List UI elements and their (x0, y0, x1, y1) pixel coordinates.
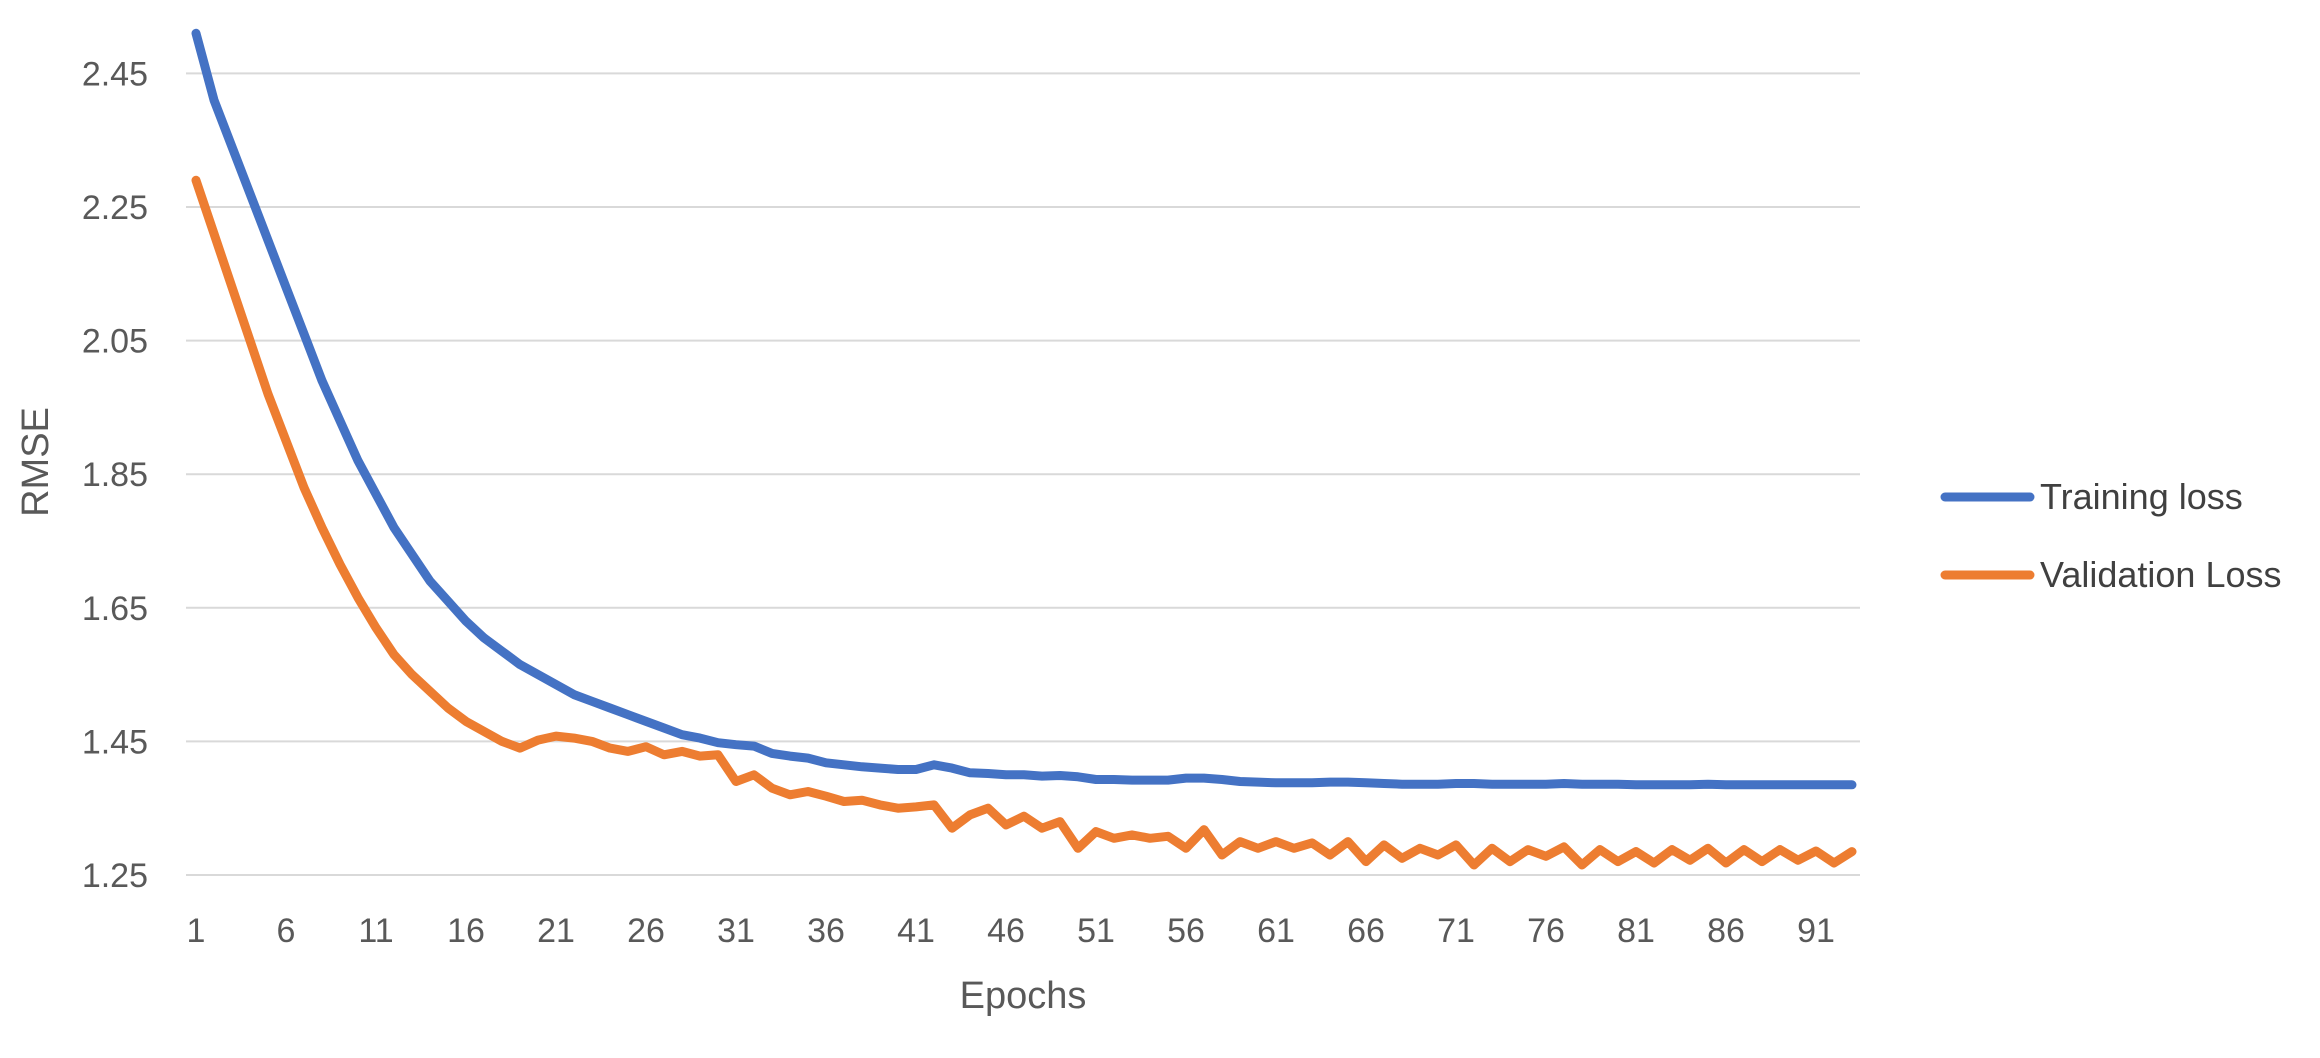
series-lines (191, 28, 1857, 870)
y-axis-title: RMSE (15, 407, 57, 517)
x-axis-tick-labels: 1 6 11 16 21 26 31 36 41 46 51 56 61 66 71 76 81 86 91 (187, 912, 1835, 950)
x-tick-label: 1 (187, 912, 206, 950)
x-axis-title: Epochs (960, 975, 1087, 1017)
x-tick-label: 26 (627, 912, 665, 950)
series-line-validation-loss (191, 175, 1857, 870)
y-tick-label: 2.05 (82, 323, 148, 361)
y-tick-label: 1.85 (82, 456, 148, 494)
x-tick-label: 76 (1527, 912, 1565, 950)
y-tick-label: 1.65 (82, 590, 148, 628)
gridlines (186, 72, 1860, 876)
x-tick-label: 51 (1077, 912, 1115, 950)
x-tick-label: 81 (1617, 912, 1655, 950)
x-tick-label: 36 (807, 912, 845, 950)
legend-label: Training loss (2040, 476, 2243, 517)
x-tick-label: 91 (1797, 912, 1835, 950)
x-tick-label: 66 (1347, 912, 1385, 950)
x-tick-label: 56 (1167, 912, 1205, 950)
x-tick-label: 31 (717, 912, 755, 950)
y-tick-label: 2.25 (82, 189, 148, 227)
x-tick-label: 41 (897, 912, 935, 950)
y-tick-label: 2.45 (82, 55, 148, 93)
x-tick-label: 11 (358, 912, 393, 950)
x-tick-label: 61 (1257, 912, 1295, 950)
y-axis-tick-labels: 1.25 1.45 1.65 1.85 2.05 2.25 2.45 (82, 55, 148, 895)
y-tick-label: 1.25 (82, 857, 148, 895)
x-tick-label: 71 (1437, 912, 1475, 950)
x-tick-label: 16 (447, 912, 485, 950)
y-tick-label: 1.45 (82, 723, 148, 761)
legend: Training loss Validation Loss (1940, 476, 2282, 595)
series-line-training-loss (191, 28, 1857, 790)
x-tick-label: 46 (987, 912, 1025, 950)
x-tick-label: 6 (277, 912, 296, 950)
x-tick-label: 86 (1707, 912, 1745, 950)
x-tick-label: 21 (537, 912, 575, 950)
legend-label: Validation Loss (2040, 554, 2282, 595)
